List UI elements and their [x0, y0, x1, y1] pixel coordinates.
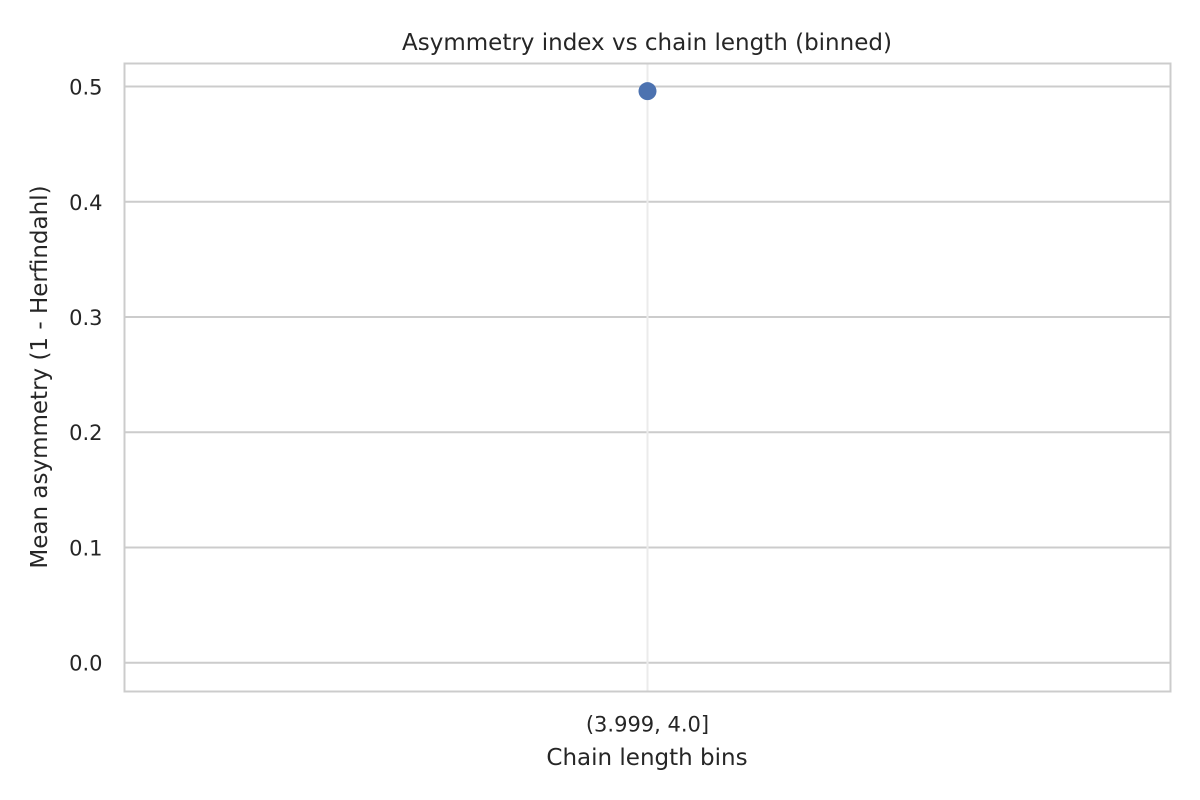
y-tick-label: 0.0 — [69, 652, 102, 676]
y-tick-label: 0.4 — [69, 191, 102, 215]
y-tick-label: 0.1 — [69, 536, 102, 560]
chart-title: Asymmetry index vs chain length (binned) — [402, 30, 892, 56]
data-point — [638, 82, 657, 101]
grid-layer — [124, 63, 1171, 692]
plot-frame — [123, 62, 1172, 693]
mark-layer — [638, 82, 657, 101]
y-tick-label: 0.3 — [69, 306, 102, 330]
x-tick-label: (3.999, 4.0] — [586, 713, 709, 737]
y-axis-label: Mean asymmetry (1 - Herfindahl) — [27, 185, 53, 568]
y-tick-label: 0.2 — [69, 421, 102, 445]
tick-layer: 0.0 0.1 0.2 0.3 0.4 0.5 (3.999, 4.0] — [69, 76, 709, 737]
x-axis-label: Chain length bins — [546, 745, 747, 771]
y-tick-label: 0.5 — [69, 76, 102, 100]
